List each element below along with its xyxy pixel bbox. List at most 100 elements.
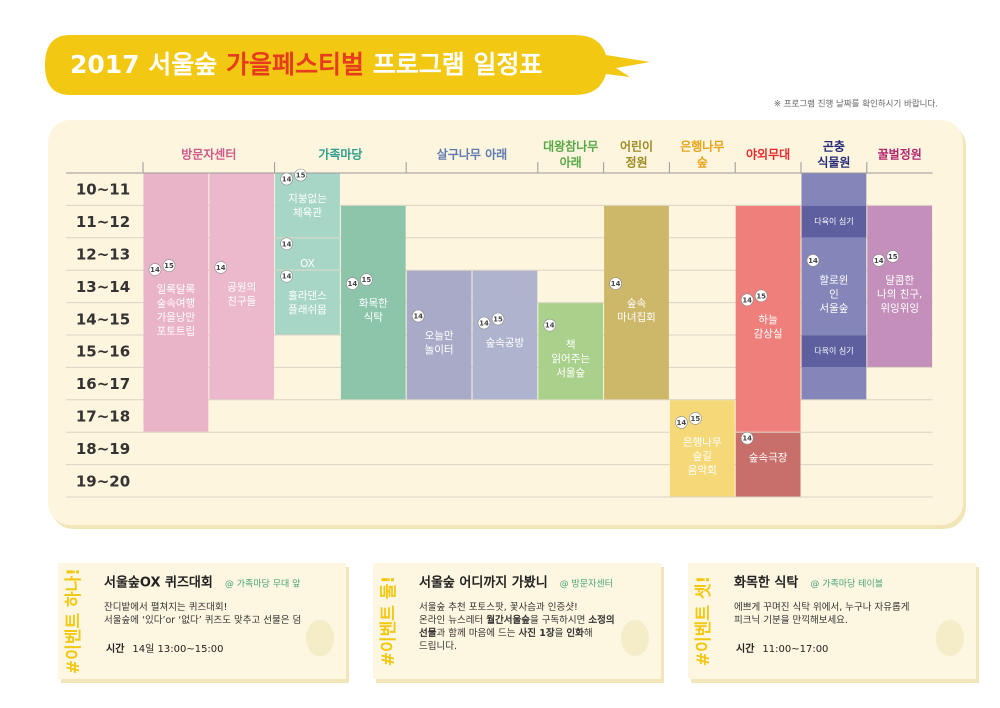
day-badge-label: 14 xyxy=(742,435,752,443)
title-part: 2017 서울숲 xyxy=(70,50,226,79)
program-label: 숲속극장 xyxy=(749,452,788,464)
program-label: 나의 친구, xyxy=(877,288,922,300)
program-label: 가을낭만 xyxy=(157,312,196,324)
program-label: 숲속공방 xyxy=(486,337,525,349)
event-description-text: 온라인 뉴스레터 xyxy=(419,615,486,626)
day-badge xyxy=(346,277,359,290)
program-block xyxy=(801,205,867,238)
event-description: 드립니다. xyxy=(419,640,457,652)
program-block xyxy=(406,270,472,400)
day-badge xyxy=(280,269,293,283)
balloon-deco xyxy=(936,620,964,656)
day-badge-label: 14 xyxy=(150,266,160,274)
time-label: 11~12 xyxy=(76,213,130,231)
program-label: 은행나무 xyxy=(683,436,722,448)
program-block xyxy=(867,205,933,367)
event-description-bold: 선물 xyxy=(419,627,437,639)
program-label: 음악회 xyxy=(688,464,717,476)
venue-name: 아래 xyxy=(560,155,582,170)
event-description-text: 에쁘게 꾸며진 식탁 위에서, 누구나 자유롭게 xyxy=(734,601,909,613)
event-description-text: 드립니다. xyxy=(419,640,457,652)
program-label: 친구들 xyxy=(227,295,256,307)
event-time-label: 시간 xyxy=(736,642,755,655)
program-label: 숲속여행 xyxy=(157,298,196,310)
venue-name: 정원 xyxy=(625,155,647,170)
event-title: 서울숲OX 퀴즈대회 xyxy=(104,575,213,591)
event-description-bold: 인화 xyxy=(566,627,584,639)
event-location: @ 방문자센터 xyxy=(560,579,613,590)
title: 2017 서울숲 가을페스티벌 프로그램 일정표 xyxy=(70,50,542,79)
day-badge xyxy=(675,416,688,429)
event-description-text: 서울숲 추천 포토스팟, 꽃사슴과 인증샷! xyxy=(419,601,578,613)
program-label: 식탁 xyxy=(364,312,384,324)
day-badge xyxy=(491,312,505,326)
day-badge xyxy=(477,316,491,330)
program-label: 체육관 xyxy=(293,207,322,219)
program-block xyxy=(209,173,275,400)
day-badge xyxy=(543,318,557,332)
venue-name: 곤충 xyxy=(823,139,845,154)
day-badge xyxy=(148,263,162,276)
event-time-label: 시간 xyxy=(106,642,125,655)
venue-name: 방문자센터 xyxy=(181,147,236,162)
day-badge-label: 15 xyxy=(296,172,306,180)
program-label: 서울숲 xyxy=(819,302,848,314)
day-badge xyxy=(754,289,768,303)
venue-name: 꿀벌정원 xyxy=(878,147,922,162)
program-label: 놀이터 xyxy=(425,344,454,356)
event-title: 서울숲 어디까지 가봤니 xyxy=(419,575,548,591)
day-badge-label: 14 xyxy=(282,273,292,281)
day-badge xyxy=(872,254,886,267)
title-banner xyxy=(45,35,650,95)
day-badge xyxy=(689,412,702,425)
day-badge-label: 14 xyxy=(282,240,292,248)
program-label: 위잉위잉 xyxy=(880,301,919,314)
day-badge xyxy=(280,172,293,186)
time-label: 19~20 xyxy=(76,472,130,490)
venue-name: 어린이 xyxy=(620,139,653,154)
event-description: 온라인 뉴스레터 월간서울숲을 구독하시면 소정의 xyxy=(419,614,615,626)
event-description-bold: 월간서울숲 xyxy=(486,614,530,626)
program-label: 지붕없는 xyxy=(288,192,327,205)
day-badge xyxy=(360,273,373,286)
day-badge xyxy=(740,293,754,307)
program-label: 숲속 xyxy=(627,298,647,310)
day-badge-label: 14 xyxy=(808,257,818,265)
day-badge-label: 15 xyxy=(493,316,503,324)
event-card xyxy=(688,563,976,679)
program-block xyxy=(604,205,669,400)
day-badge-label: 14 xyxy=(348,280,358,288)
program-label: 인 xyxy=(829,288,839,300)
event-description-text: 잔디밭에서 펼쳐지는 퀴즈대회! xyxy=(104,601,227,613)
day-badge-label: 14 xyxy=(677,419,687,427)
event-title: 화목한 식탁 xyxy=(734,575,798,591)
event-time: 11:00~17:00 xyxy=(762,644,828,655)
event-description-bold: 소정의 xyxy=(588,614,614,626)
venue-name: 숲 xyxy=(697,156,708,170)
program-block xyxy=(143,173,209,432)
venue-name: 대왕참나무 xyxy=(543,139,598,154)
program-label: 훌라댄스 xyxy=(288,289,327,302)
program-label: 달콤한 xyxy=(885,274,914,286)
program-label: 공원의 xyxy=(227,281,256,293)
day-badge-label: 15 xyxy=(888,253,898,261)
event-card xyxy=(373,563,661,679)
time-label: 13~14 xyxy=(76,278,130,296)
venue-name: 가족마당 xyxy=(318,147,362,162)
time-label: 12~13 xyxy=(76,246,130,264)
program-block xyxy=(340,205,406,400)
time-label: 15~16 xyxy=(76,343,130,361)
event-description-text: 서울숲에 ‘있다’or ‘없다’ 퀴즈도 맞추고 선물은 덤 xyxy=(104,614,301,626)
event-description: 피크닉 기분을 만끽해보세요. xyxy=(734,614,848,626)
program-label: 서울숲 xyxy=(556,367,585,379)
program-label: 책 xyxy=(566,339,576,351)
event-tag: #이벤트 하나! xyxy=(64,568,84,674)
day-badge xyxy=(886,250,900,263)
balloon-deco xyxy=(306,620,334,656)
event-description: 서울숲 추천 포토스팟, 꽃사슴과 인증샷! xyxy=(419,601,578,613)
event-description-bold: 사진 1장 xyxy=(518,627,554,639)
venue-name: 은행나무 xyxy=(680,139,724,154)
day-badge-label: 14 xyxy=(479,320,489,328)
